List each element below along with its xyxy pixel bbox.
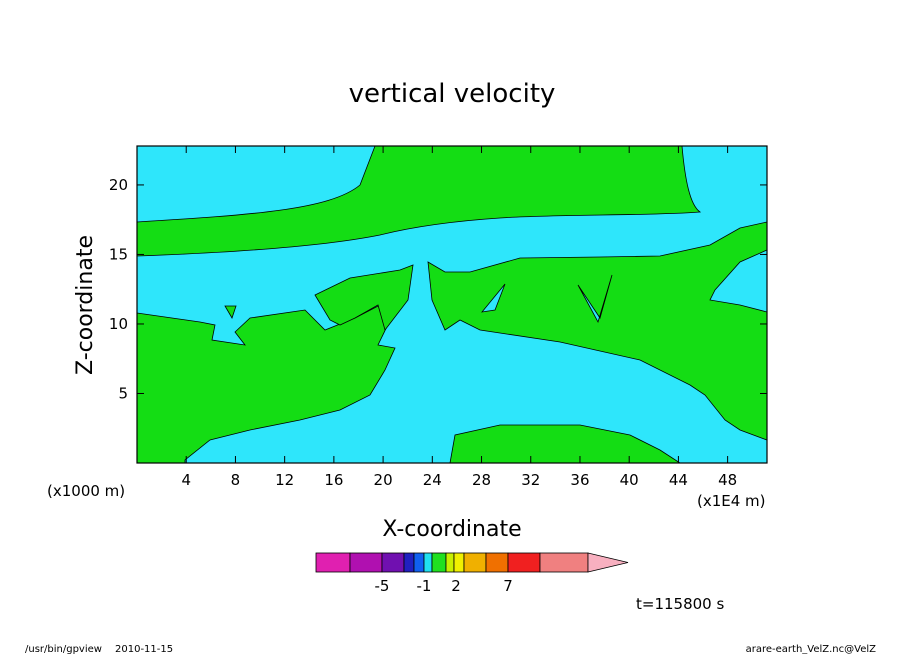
colorbar-tick-label: 7 — [503, 577, 513, 595]
plot-area — [136, 145, 768, 464]
x-tick-label: 4 — [181, 471, 191, 489]
x-tick-label: 20 — [374, 471, 393, 489]
contour-region — [136, 145, 702, 257]
colorbar-swatch — [315, 552, 351, 573]
colorbar-swatch — [403, 552, 415, 573]
contour-region — [224, 305, 237, 319]
x-tick-label: 16 — [324, 471, 343, 489]
colorbar-swatch — [539, 552, 589, 573]
contour-region — [449, 424, 682, 464]
time-label: t=115800 s — [636, 595, 724, 613]
x-tick-label: 24 — [423, 471, 442, 489]
contour-pocket — [577, 274, 613, 324]
x-tick-label: 36 — [570, 471, 589, 489]
contour-pocket — [481, 283, 506, 313]
colorbar-swatch — [423, 552, 433, 573]
colorbar-swatch — [507, 552, 541, 573]
colorbar-swatch — [349, 552, 383, 573]
contour-region — [314, 264, 414, 331]
y-axis-label: Z-coordinate — [73, 235, 98, 375]
colorbar-swatch — [463, 552, 487, 573]
contour-regions — [136, 145, 768, 464]
footer-program: /usr/bin/gpview — [25, 644, 102, 654]
colorbar: -5 -1 2 7 — [315, 552, 629, 595]
colorbar-tick-label: -1 — [417, 577, 432, 595]
colorbar-swatch — [413, 552, 425, 573]
x-tick-label: 12 — [275, 471, 294, 489]
chart-title: vertical velocity — [349, 79, 556, 109]
x-tick-label: 44 — [669, 471, 688, 489]
colorbar-swatch — [431, 552, 447, 573]
y-tick-label: 5 — [118, 384, 128, 402]
plot-frame — [136, 145, 768, 464]
colorbar-extension — [587, 552, 629, 573]
contour-region — [427, 221, 768, 441]
footer-date: 2010-11-15 — [115, 644, 173, 654]
colorbar-swatch — [445, 552, 455, 573]
y-tick-label: 10 — [109, 315, 128, 333]
x-axis-label: X-coordinate — [382, 517, 521, 542]
y-tick-label: 20 — [109, 176, 128, 194]
y-unit: (x1000 m) — [47, 482, 125, 500]
colorbar-swatch — [453, 552, 465, 573]
colorbar-tick-label: 2 — [451, 577, 461, 595]
x-tick-label: 32 — [521, 471, 540, 489]
colorbar-tick-label: -5 — [375, 577, 390, 595]
x-unit: (x1E4 m) — [697, 492, 766, 510]
colorbar-swatch — [485, 552, 509, 573]
footer-source: arare-earth_VelZ.nc@VelZ — [746, 644, 877, 654]
colorbar-swatch — [381, 552, 405, 573]
x-tick-label: 8 — [231, 471, 241, 489]
x-tick-label: 28 — [472, 471, 491, 489]
x-tick-label: 40 — [620, 471, 639, 489]
y-tick-label: 15 — [109, 245, 128, 263]
x-tick-label: 48 — [718, 471, 737, 489]
